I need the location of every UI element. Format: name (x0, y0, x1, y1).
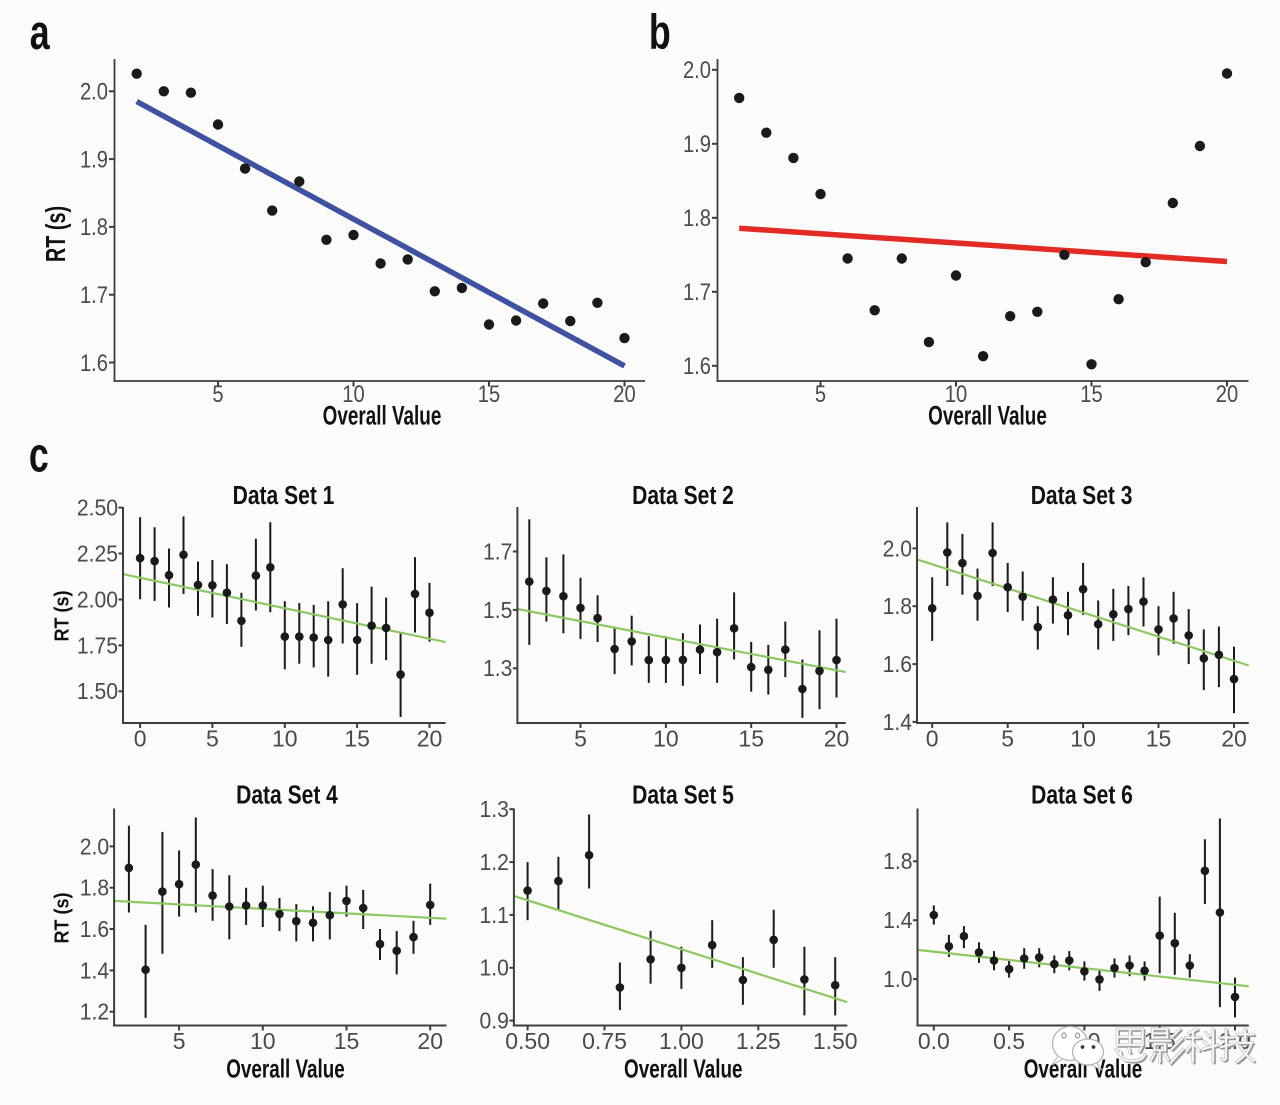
svg-text:0.75: 0.75 (582, 1028, 627, 1054)
svg-text:Overall Value: Overall Value (624, 1055, 742, 1083)
svg-text:2.0: 2.0 (80, 833, 109, 859)
svg-text:c: c (29, 428, 49, 483)
svg-text:20: 20 (1221, 726, 1247, 752)
svg-text:1.6: 1.6 (883, 651, 912, 677)
svg-text:5: 5 (1001, 726, 1014, 752)
svg-text:2.0: 2.0 (883, 535, 912, 561)
svg-text:10: 10 (342, 380, 364, 407)
svg-text:Data Set 4: Data Set 4 (236, 782, 339, 811)
svg-text:Overall Value: Overall Value (226, 1055, 344, 1083)
svg-text:Overall Value: Overall Value (323, 400, 442, 430)
svg-text:1.8: 1.8 (683, 204, 711, 231)
svg-text:10: 10 (272, 726, 298, 752)
svg-text:0.9: 0.9 (480, 1008, 509, 1034)
svg-text:0: 0 (134, 726, 147, 752)
svg-text:20: 20 (1216, 380, 1238, 407)
svg-text:Overall Value: Overall Value (928, 400, 1047, 430)
svg-text:1.7: 1.7 (483, 539, 512, 565)
svg-text:1.4: 1.4 (883, 709, 912, 735)
svg-text:2.25: 2.25 (77, 541, 118, 567)
svg-text:RT (s): RT (s) (41, 206, 72, 262)
svg-text:1.6: 1.6 (80, 916, 109, 942)
svg-text:1.9: 1.9 (683, 130, 711, 157)
svg-text:15: 15 (738, 726, 764, 752)
svg-text:5: 5 (212, 380, 223, 407)
svg-text:1.8: 1.8 (883, 848, 912, 874)
svg-text:1.4: 1.4 (883, 907, 912, 933)
svg-text:1.50: 1.50 (813, 1028, 858, 1054)
svg-text:5: 5 (815, 380, 826, 407)
svg-text:2.0: 2.0 (80, 78, 108, 105)
svg-text:1.50: 1.50 (77, 678, 118, 704)
svg-text:2.0: 2.0 (683, 56, 711, 83)
svg-text:1.1: 1.1 (480, 902, 509, 928)
svg-text:15: 15 (334, 1028, 360, 1054)
svg-text:1.0: 1.0 (883, 966, 912, 992)
svg-text:2.50: 2.50 (77, 495, 118, 521)
svg-text:1.3: 1.3 (483, 655, 512, 681)
svg-text:10: 10 (250, 1028, 276, 1054)
svg-text:Data Set 6: Data Set 6 (1031, 782, 1133, 811)
svg-text:10: 10 (653, 726, 679, 752)
svg-text:1.8: 1.8 (883, 593, 912, 619)
svg-text:1.5: 1.5 (483, 597, 512, 623)
svg-text:1.00: 1.00 (659, 1028, 704, 1054)
svg-text:15: 15 (1080, 380, 1102, 407)
svg-text:15: 15 (1146, 726, 1172, 752)
svg-text:0.50: 0.50 (505, 1028, 550, 1054)
svg-text:1.8: 1.8 (80, 214, 108, 241)
svg-text:1.75: 1.75 (77, 632, 118, 658)
svg-text:1.9: 1.9 (80, 146, 108, 173)
svg-text:a: a (30, 5, 51, 60)
svg-text:Data Set 5: Data Set 5 (632, 782, 734, 811)
svg-text:Data Set 1: Data Set 1 (233, 482, 335, 511)
svg-text:20: 20 (824, 726, 850, 752)
svg-text:5: 5 (206, 726, 219, 752)
svg-text:Data Set 2: Data Set 2 (632, 482, 734, 511)
svg-text:5: 5 (574, 726, 587, 752)
svg-text:20: 20 (417, 726, 443, 752)
svg-text:RT (s): RT (s) (52, 893, 74, 944)
svg-text:0: 0 (926, 726, 939, 752)
svg-text:20: 20 (613, 380, 635, 407)
svg-text:1.0: 1.0 (480, 955, 509, 981)
svg-text:2.00: 2.00 (77, 587, 118, 613)
svg-text:20: 20 (417, 1028, 443, 1054)
svg-text:1.3: 1.3 (480, 796, 509, 822)
svg-text:RT (s): RT (s) (52, 591, 74, 642)
svg-text:15: 15 (478, 380, 500, 407)
svg-text:1.6: 1.6 (683, 352, 711, 379)
svg-text:1.2: 1.2 (80, 999, 109, 1025)
svg-text:0.0: 0.0 (918, 1028, 950, 1054)
svg-text:1.6: 1.6 (80, 349, 108, 376)
svg-text:1.25: 1.25 (736, 1028, 781, 1054)
svg-text:10: 10 (945, 380, 967, 407)
svg-text:1.7: 1.7 (80, 281, 108, 308)
svg-text:15: 15 (344, 726, 370, 752)
svg-text:1.7: 1.7 (683, 278, 711, 305)
svg-text:10: 10 (1070, 726, 1096, 752)
svg-text:0.5: 0.5 (993, 1028, 1025, 1054)
svg-text:Data Set 3: Data Set 3 (1031, 482, 1133, 511)
svg-text:b: b (649, 5, 671, 60)
svg-text:1.4: 1.4 (80, 957, 109, 983)
svg-text:1.2: 1.2 (480, 849, 509, 875)
svg-text:1.8: 1.8 (80, 875, 109, 901)
svg-text:5: 5 (173, 1028, 186, 1054)
